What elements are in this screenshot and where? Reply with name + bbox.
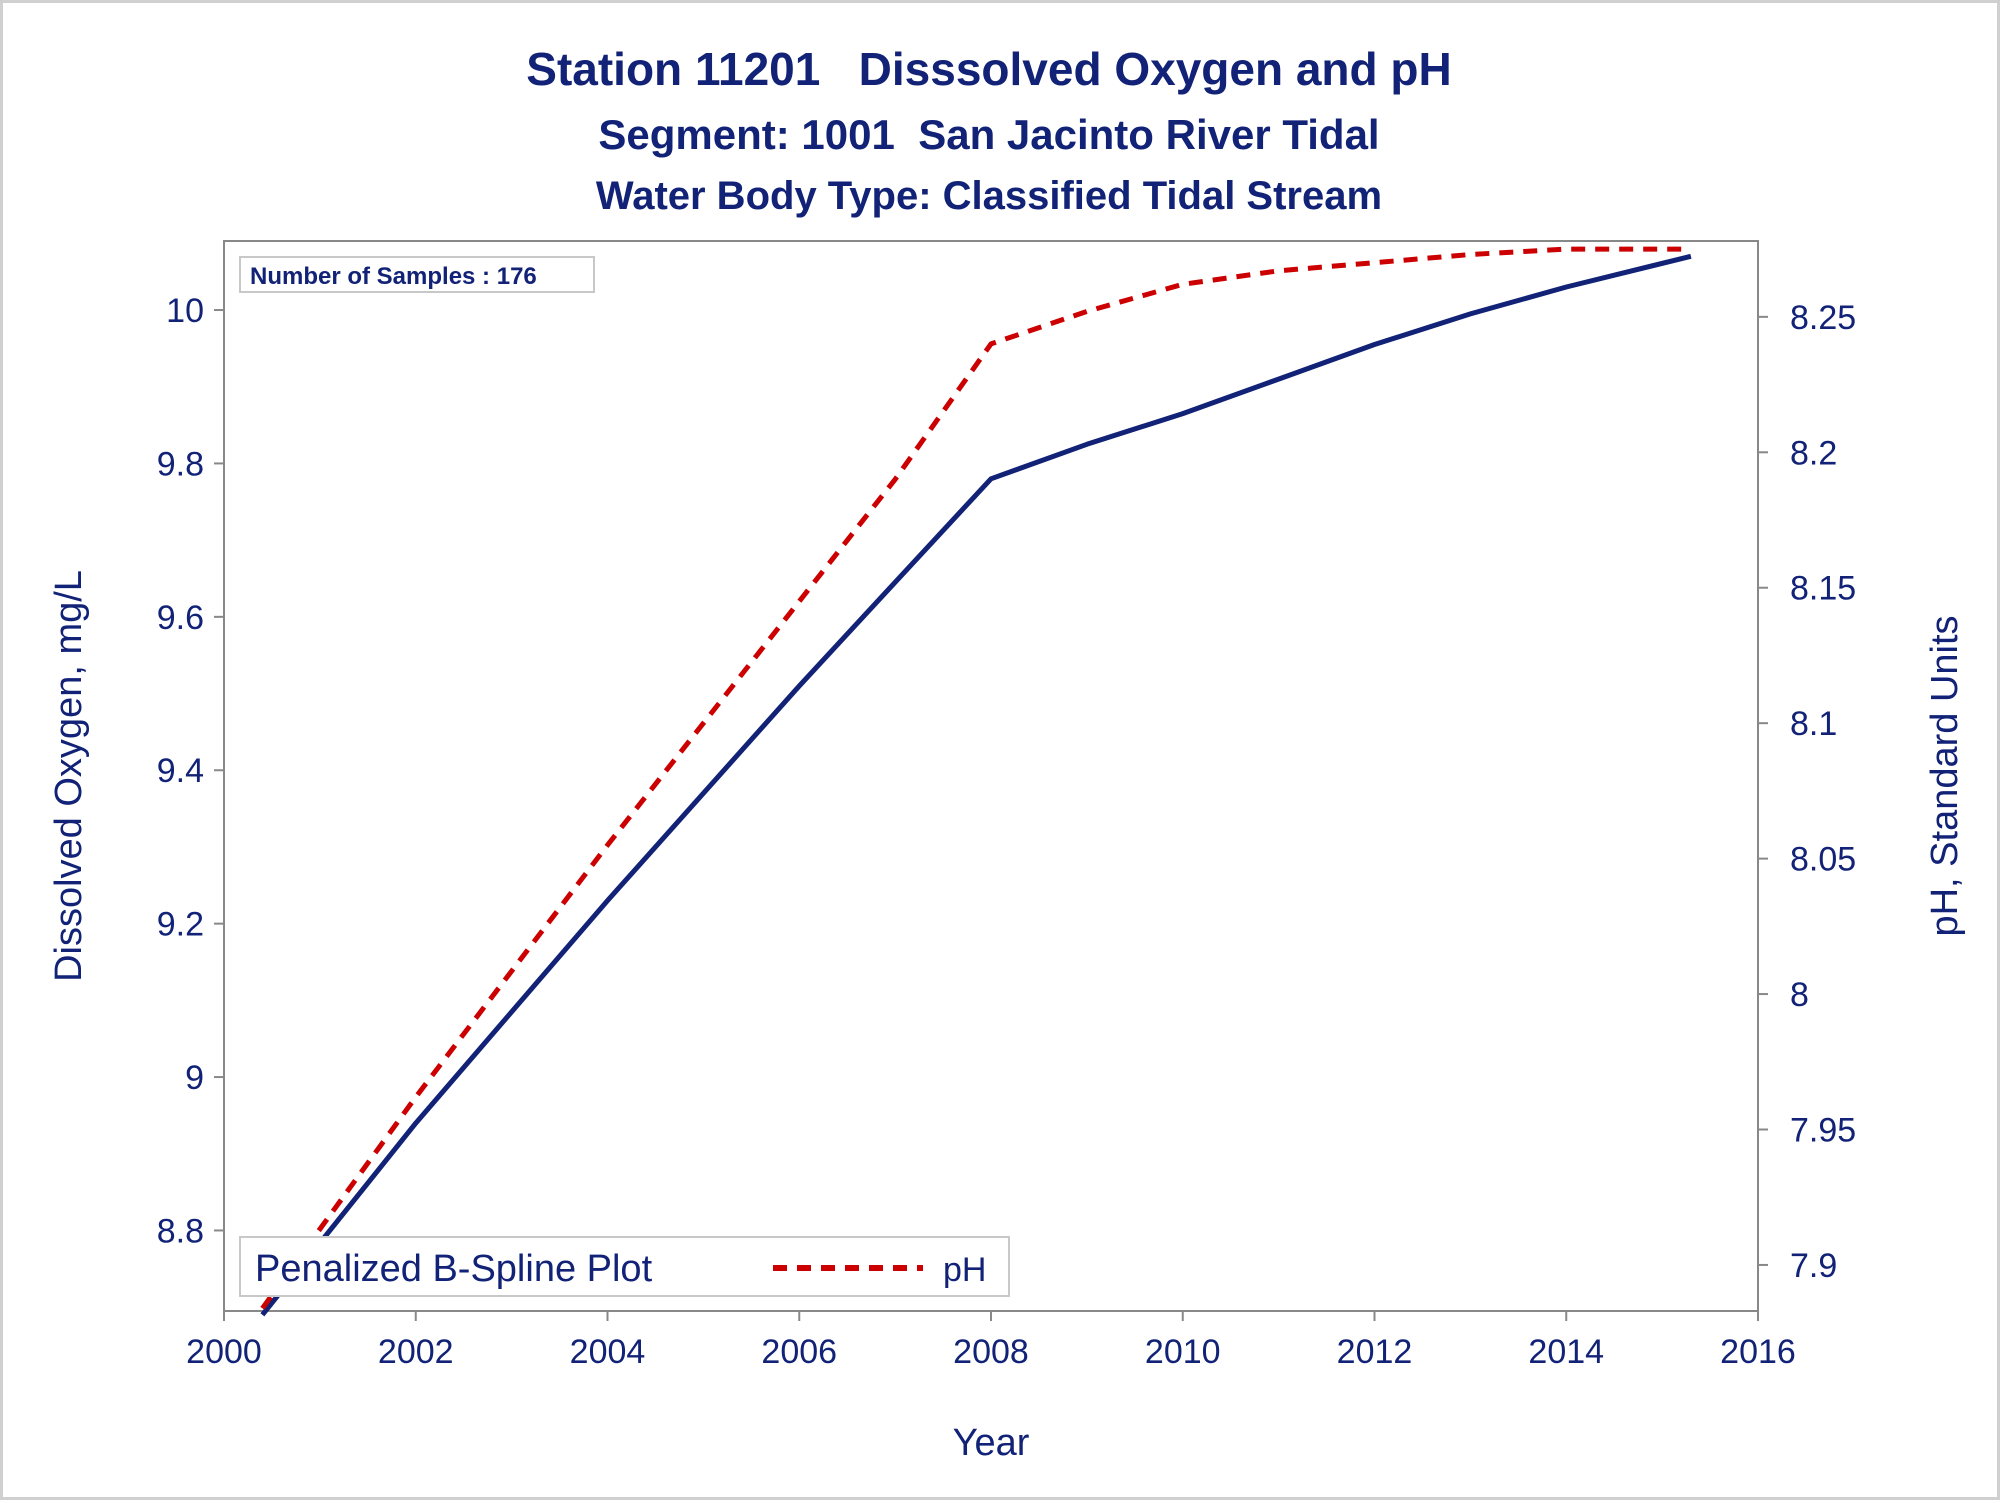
y2-tick-label: 8.15 bbox=[1790, 570, 1856, 608]
sample-count-label: Number of Samples : 176 bbox=[250, 263, 537, 290]
ph-series-line bbox=[260, 246, 1691, 1310]
x-tick-label: 2016 bbox=[1720, 1333, 1796, 1371]
x-tick-label: 2006 bbox=[761, 1333, 837, 1371]
y2-tick-label: 8.05 bbox=[1790, 841, 1856, 879]
y2-tick-label: 8.1 bbox=[1790, 705, 1837, 743]
x-tick-label: 2000 bbox=[186, 1333, 262, 1371]
chart-svg: Station 11201 Disssolved Oxygen and pH S… bbox=[48, 43, 1966, 1464]
x-tick-label: 2008 bbox=[953, 1333, 1029, 1371]
y2-tick-label: 8.25 bbox=[1790, 299, 1856, 337]
y-tick-label: 9.4 bbox=[157, 752, 204, 790]
chart-subtitle-water-body: Water Body Type: Classified Tidal Stream bbox=[596, 174, 1382, 218]
x-tick-label: 2010 bbox=[1145, 1333, 1221, 1371]
y2-tick-label: 8.2 bbox=[1790, 434, 1837, 472]
legend-ph-label: pH bbox=[943, 1251, 986, 1289]
y-tick-label: 9 bbox=[185, 1059, 204, 1097]
y2-tick-label: 7.95 bbox=[1790, 1112, 1856, 1150]
y2-tick-label: 7.9 bbox=[1790, 1247, 1837, 1285]
sample-count-box: Number of Samples : 176 bbox=[239, 256, 595, 293]
dissolved-oxygen-series-line bbox=[260, 253, 1692, 1317]
y-axis-title: Dissolved Oxygen, mg/L bbox=[48, 570, 90, 982]
y-axis-ticks: 8.8 9 9.2 9.4 9.6 9.8 10 bbox=[157, 292, 224, 1250]
y-tick-label: 9.8 bbox=[157, 445, 204, 483]
y-tick-label: 9.6 bbox=[157, 599, 204, 637]
y-tick-label: 8.8 bbox=[157, 1212, 204, 1250]
chart-subtitle-segment: Segment: 1001 San Jacinto River Tidal bbox=[598, 111, 1379, 158]
chart-title: Station 11201 Disssolved Oxygen and pH bbox=[526, 43, 1451, 95]
y-tick-label: 9.2 bbox=[157, 906, 204, 944]
x-tick-label: 2002 bbox=[378, 1333, 454, 1371]
plot-area bbox=[223, 240, 1759, 1312]
y2-tick-label: 8 bbox=[1790, 976, 1809, 1014]
y2-axis-title: pH, Standard Units bbox=[1924, 615, 1966, 936]
x-axis-title: Year bbox=[953, 1422, 1030, 1464]
y-tick-label: 10 bbox=[166, 292, 204, 330]
x-axis-ticks: 2000 2002 2004 2006 2008 2010 2012 2014 2016 bbox=[186, 1311, 1796, 1371]
series-layer bbox=[260, 246, 1692, 1317]
x-tick-label: 2014 bbox=[1528, 1333, 1604, 1371]
legend-title: Penalized B-Spline Plot bbox=[255, 1248, 653, 1290]
x-tick-label: 2004 bbox=[570, 1333, 646, 1371]
x-tick-label: 2012 bbox=[1337, 1333, 1413, 1371]
y2-axis-ticks: 7.9 7.95 8 8.05 8.1 8.15 8.2 8.25 bbox=[1758, 299, 1856, 1285]
legend: Penalized B-Spline Plot pH bbox=[239, 1236, 1010, 1297]
